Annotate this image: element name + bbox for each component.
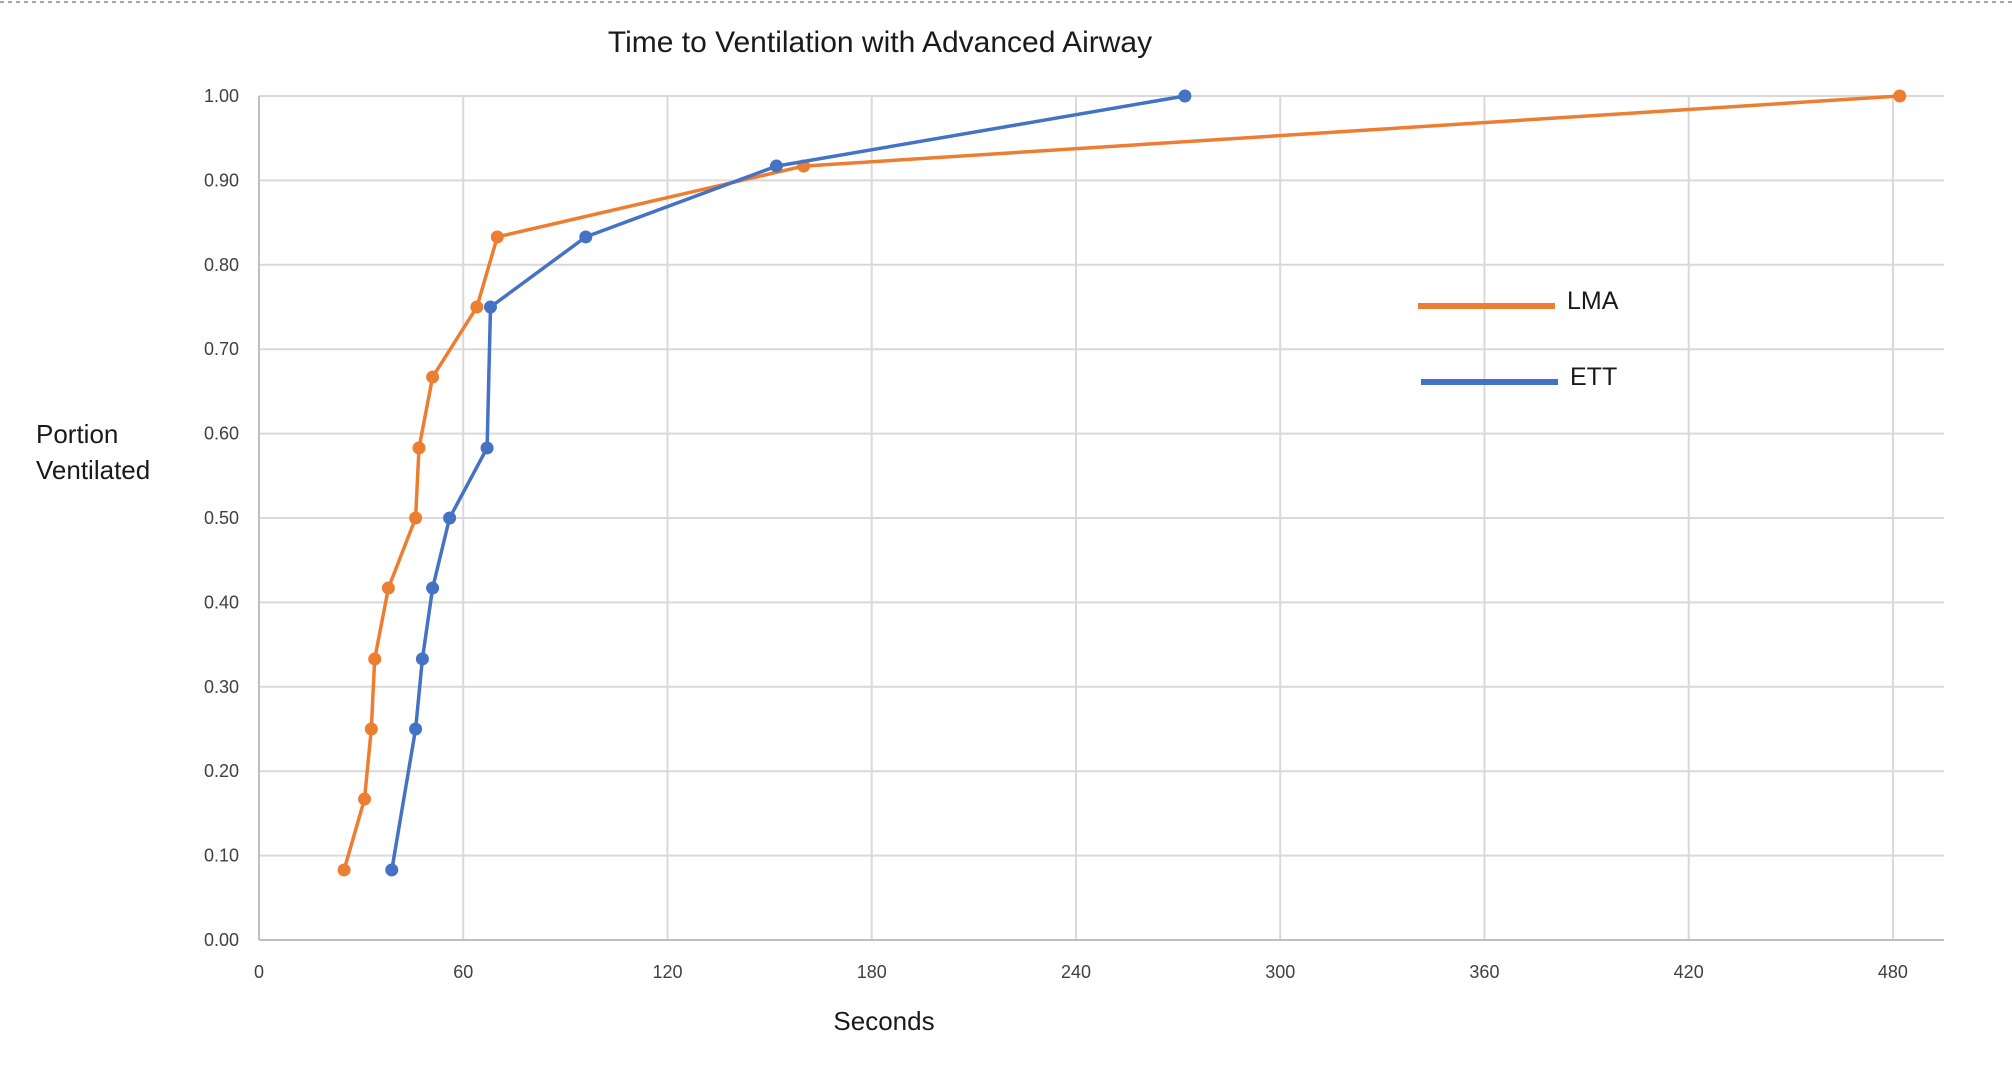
data-point-lma (412, 441, 426, 455)
axes (258, 96, 1944, 941)
data-point-ett (415, 652, 429, 666)
data-point-lma (364, 722, 378, 736)
y-tick-label: 0.80 (204, 255, 239, 275)
data-point-ett (443, 511, 457, 525)
data-point-lma (409, 511, 423, 525)
y-tick-label: 0.50 (204, 508, 239, 528)
data-point-ett (426, 581, 440, 595)
data-point-lma (470, 300, 484, 314)
x-tick-label: 480 (1878, 962, 1908, 982)
series-line-lma (342, 94, 1900, 871)
y-tick-label: 0.90 (204, 170, 239, 190)
x-tick-label: 240 (1061, 962, 1091, 982)
data-point-lma (337, 863, 351, 877)
y-tick-label: 0.60 (204, 424, 239, 444)
legend: LMA ETT (1418, 287, 1619, 391)
gridlines (259, 95, 1944, 940)
y-axis-title-line-2: Ventilated (36, 455, 150, 485)
y-tick-label: 1.00 (204, 86, 239, 106)
data-point-ett (385, 863, 399, 877)
y-tick-label: 0.30 (204, 677, 239, 697)
y-tick-label: 0.40 (204, 592, 239, 612)
data-point-lma (381, 581, 395, 595)
data-point-ett (579, 230, 593, 244)
x-tick-label: 60 (453, 962, 473, 982)
x-tick-label: 120 (652, 962, 682, 982)
y-tick-label: 0.70 (204, 339, 239, 359)
y-axis-title-line-1: Portion (36, 419, 118, 449)
tick-labels: 0.00 0.10 0.20 0.30 0.40 0.50 0.60 0.70 0.80 0.90… (204, 86, 1908, 982)
data-point-lma (1893, 89, 1907, 103)
series-ett (385, 89, 1192, 877)
x-tick-label: 0 (254, 962, 264, 982)
legend-label-lma: LMA (1567, 287, 1619, 315)
data-point-ett (483, 300, 497, 314)
data-point-lma (368, 652, 382, 666)
data-point-lma (358, 792, 372, 806)
y-tick-label: 0.20 (204, 761, 239, 781)
data-point-ett (409, 722, 423, 736)
series-lma (337, 89, 1907, 877)
x-tick-label: 180 (857, 962, 887, 982)
series-line-ett (390, 94, 1186, 871)
data-point-lma (426, 370, 440, 384)
y-tick-label: 0.00 (204, 930, 239, 950)
y-tick-label: 0.10 (204, 846, 239, 866)
series-lines (337, 89, 1907, 877)
x-tick-label: 420 (1674, 962, 1704, 982)
data-point-lma (490, 230, 504, 244)
chart-title: Time to Ventilation with Advanced Airway (608, 26, 1152, 59)
data-point-ett (1178, 89, 1192, 103)
legend-label-ett: ETT (1570, 363, 1617, 391)
data-point-ett (480, 441, 494, 455)
x-tick-label: 300 (1265, 962, 1295, 982)
data-point-ett (769, 159, 783, 173)
x-tick-label: 360 (1469, 962, 1499, 982)
x-axis-title: Seconds (833, 1006, 934, 1036)
